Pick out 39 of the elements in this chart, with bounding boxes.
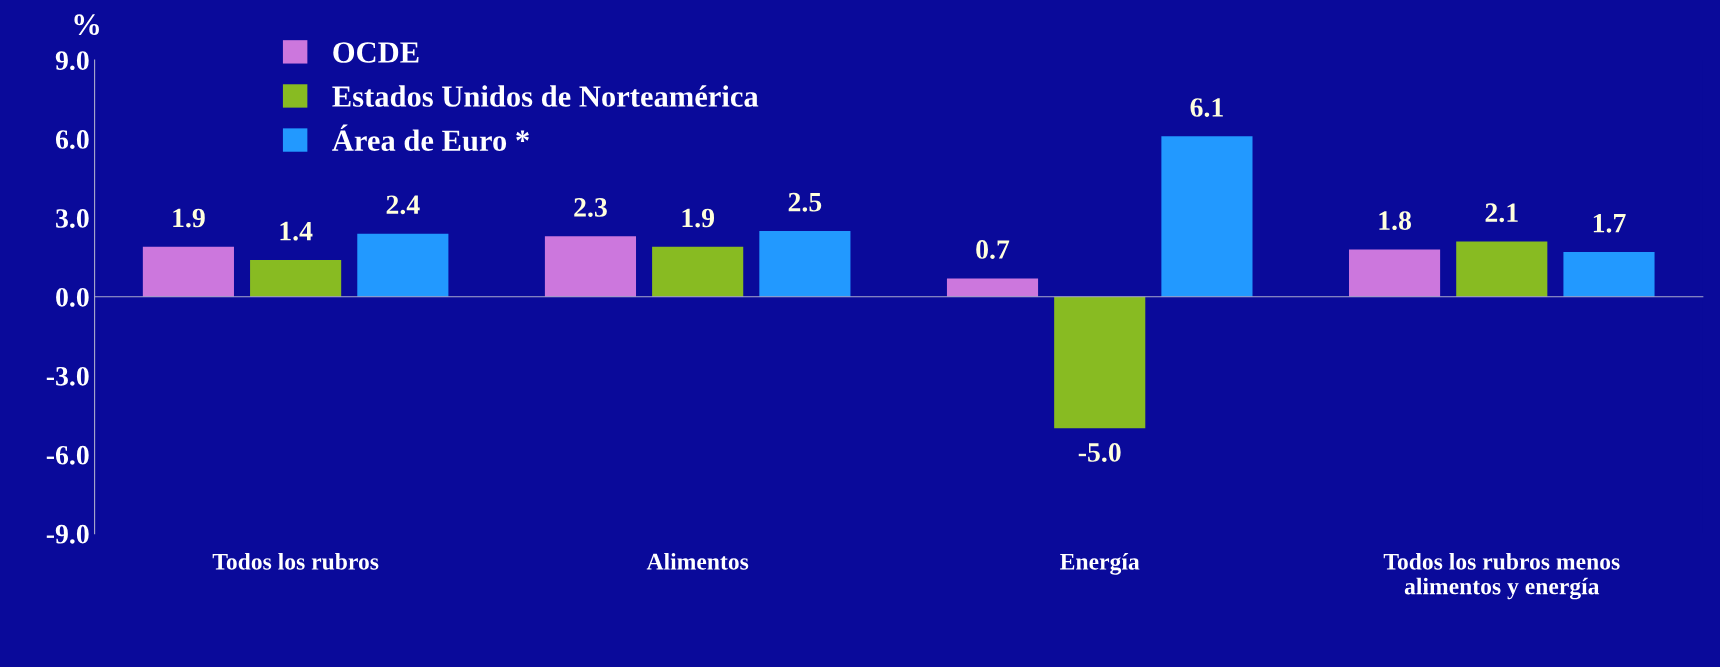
bar [1456, 241, 1548, 297]
y-tick-label: -9.0 [46, 524, 89, 544]
y-tick-label: -3.0 [46, 366, 89, 386]
y-tick-label: 9.0 [55, 51, 89, 71]
data-label: -5.0 [1078, 443, 1121, 462]
data-label: 1.8 [1379, 211, 1411, 231]
data-label: 6.1 [1190, 98, 1223, 117]
bar [142, 246, 234, 297]
data-label: 2.5 [788, 192, 822, 212]
data-label: 1.4 [280, 221, 313, 241]
bar [946, 278, 1039, 297]
data-label: 2.3 [574, 198, 607, 217]
legend-label: Área de Euro * [332, 124, 529, 152]
bar [544, 236, 637, 297]
bar [1349, 249, 1441, 297]
y-tick-label: 3.0 [56, 209, 89, 228]
bar [250, 259, 342, 297]
legend-label: Estados Unidos de Norteamérica [332, 85, 759, 107]
bar [1563, 252, 1655, 297]
x-tick-label: Energía [1060, 553, 1140, 575]
y-tick-label: 0.0 [56, 287, 89, 307]
bar [357, 233, 449, 297]
data-label: 0.7 [976, 240, 1010, 259]
x-tick-label: Alimentos [646, 553, 749, 570]
bar [652, 246, 744, 297]
y-tick-label: -6.0 [46, 445, 89, 465]
data-label: 2.1 [1485, 203, 1518, 223]
x-tick-label: Todos los rubros menos alimentos y energía [1383, 553, 1620, 600]
y-tick-label: 6.0 [55, 130, 89, 149]
y-axis-title: % [74, 14, 99, 35]
x-tick-label: Todos los rubros [212, 553, 379, 570]
data-label: 2.4 [386, 195, 420, 215]
data-label: 1.9 [173, 208, 205, 228]
data-label: 1.7 [1593, 213, 1626, 233]
bar [1054, 296, 1146, 429]
bar [1161, 136, 1253, 297]
data-label: 1.9 [682, 208, 715, 228]
legend-label: OCDE [333, 42, 419, 63]
bar [759, 231, 851, 297]
